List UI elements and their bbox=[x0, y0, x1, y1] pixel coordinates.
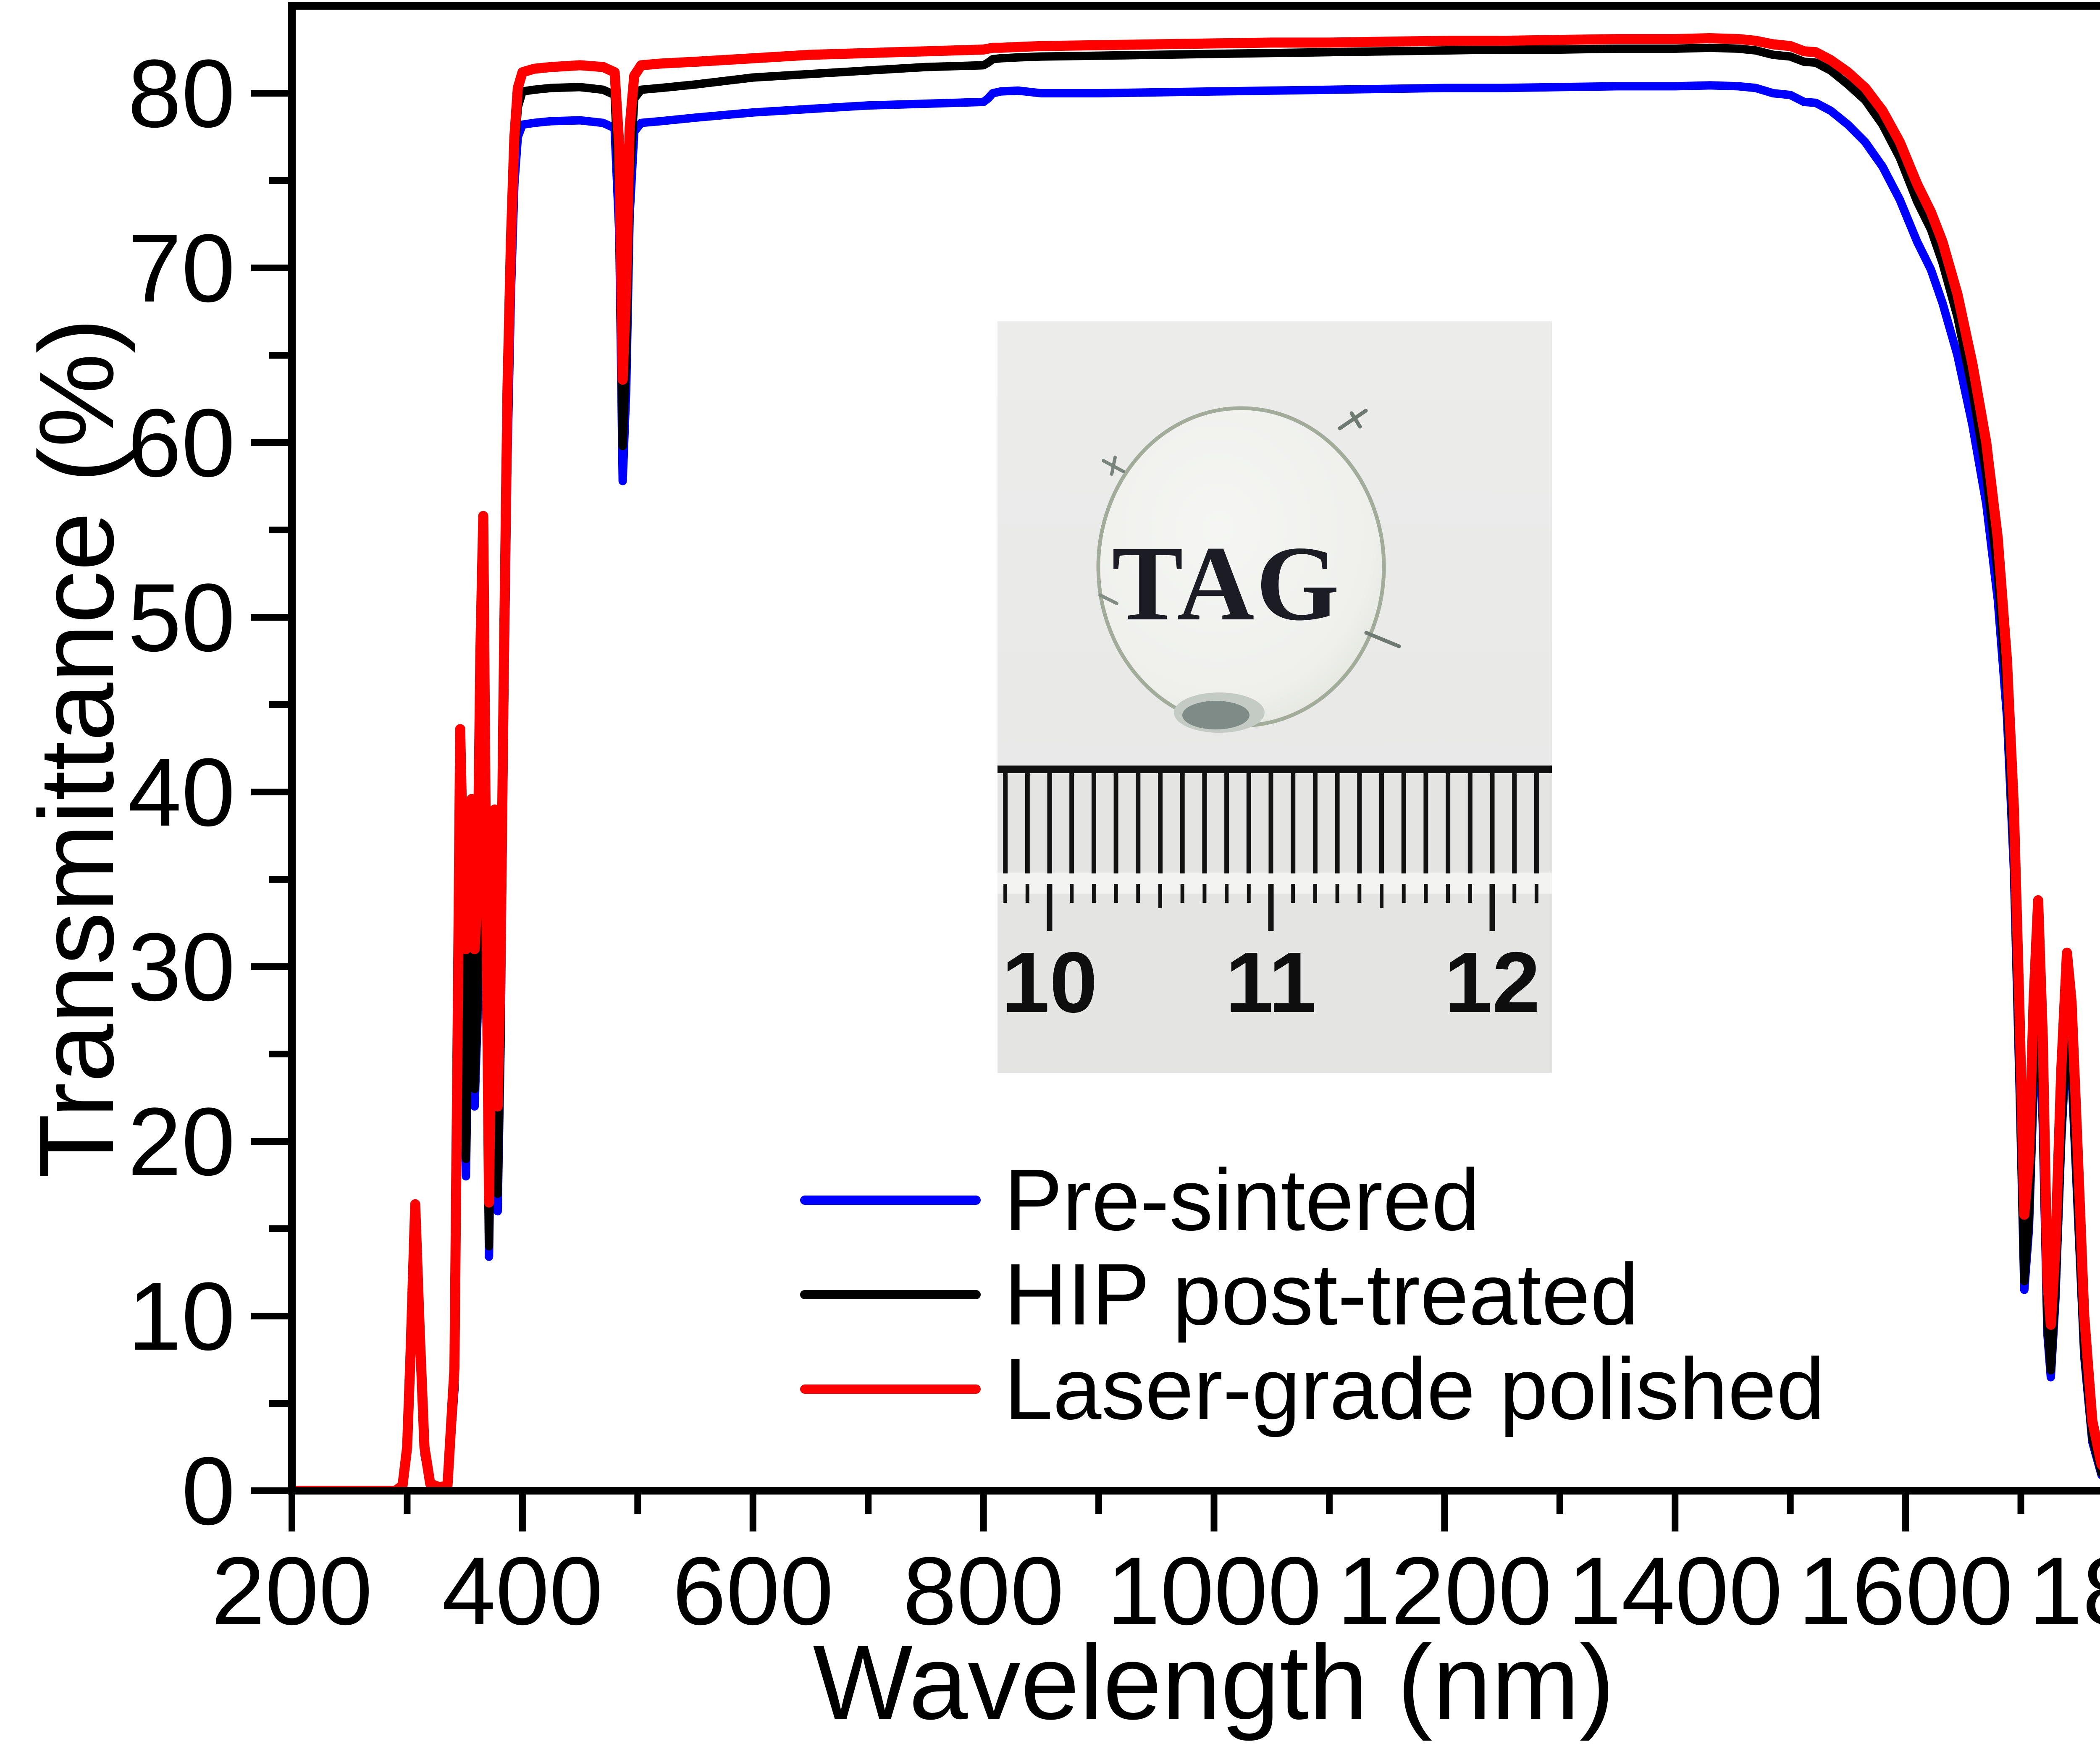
y-tick-label: 30 bbox=[128, 913, 235, 1021]
legend-line-icon bbox=[800, 1290, 981, 1299]
curves bbox=[292, 33, 2100, 1491]
y-axis-label: Transmittance (%) bbox=[18, 318, 136, 1179]
chip-mark-icon bbox=[1182, 701, 1250, 729]
x-tick-label: 1600 bbox=[1798, 1537, 2013, 1645]
ruler-ticks bbox=[1003, 769, 1539, 931]
y-tick-label: 80 bbox=[128, 39, 235, 147]
x-tick-label: 1200 bbox=[1337, 1537, 1552, 1645]
x-tick-label: 800 bbox=[903, 1537, 1064, 1645]
x-tick-label: 600 bbox=[672, 1537, 834, 1645]
y-tick-label: 60 bbox=[128, 389, 235, 497]
y-tick-label: 50 bbox=[128, 564, 235, 671]
y-tick-label: 40 bbox=[128, 738, 235, 846]
curve-laser-grade-polished bbox=[292, 33, 2100, 1491]
ruler-edge-band bbox=[998, 873, 1552, 894]
y-tick-label: 20 bbox=[128, 1088, 235, 1196]
ruler-number: 11 bbox=[1226, 934, 1317, 1031]
x-tick-label: 400 bbox=[442, 1537, 603, 1645]
y-tick-label: 0 bbox=[181, 1437, 235, 1545]
x-tick-label: 1800 bbox=[2029, 1537, 2100, 1645]
ruler-number: 10 bbox=[1002, 934, 1097, 1031]
inset-photo: 10 11 12 TAG bbox=[998, 321, 1552, 1073]
ruler-body bbox=[998, 769, 1552, 1073]
legend-line-icon bbox=[800, 1385, 981, 1394]
plot-frame bbox=[288, 2, 2100, 1495]
x-tick-label: 1000 bbox=[1107, 1537, 1322, 1645]
y-tick-label: 10 bbox=[128, 1262, 235, 1370]
x-tick-label: 1400 bbox=[1567, 1537, 1782, 1645]
disc-label: TAG bbox=[1112, 524, 1341, 643]
x-axis-label: Wavelength (nm) bbox=[813, 1623, 1615, 1741]
ruler-numbers: 10 11 12 bbox=[1002, 934, 1540, 1031]
chip-mark-icon bbox=[1098, 593, 1118, 605]
chip-mark-icon bbox=[1364, 631, 1401, 648]
y-tick-label: 70 bbox=[128, 214, 235, 322]
ruler-number: 12 bbox=[1444, 934, 1540, 1031]
legend-line-icon bbox=[800, 1196, 981, 1205]
x-tick-label: 200 bbox=[211, 1537, 373, 1645]
chip-mark-icon bbox=[1102, 456, 1125, 476]
chip-mark-icon bbox=[1338, 409, 1368, 430]
